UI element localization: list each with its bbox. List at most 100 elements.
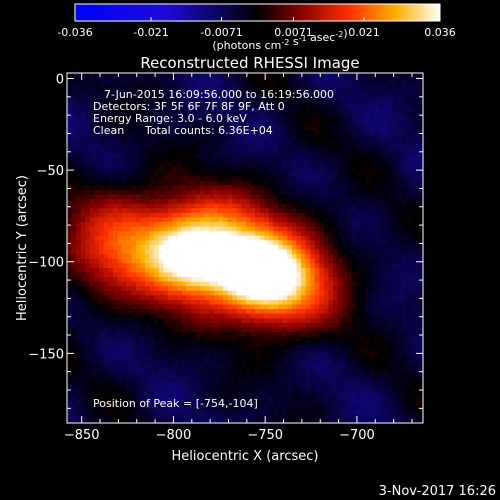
heatmap-cell xyxy=(351,226,357,232)
heatmap-cell xyxy=(71,418,77,423)
heatmap-cell xyxy=(273,322,279,328)
heatmap-cell xyxy=(209,276,215,282)
heatmap-cell xyxy=(333,349,339,355)
heatmap-cell xyxy=(250,83,256,90)
heatmap-cell xyxy=(245,198,252,204)
heatmap-cell xyxy=(333,404,339,410)
heatmap-cell xyxy=(89,230,96,236)
heatmap-cell xyxy=(250,134,256,140)
heatmap-cell xyxy=(71,363,77,369)
heatmap-cell xyxy=(328,271,334,277)
heatmap-cell xyxy=(186,93,192,99)
heatmap-cell xyxy=(273,138,279,145)
colorbar-tick-label: -0.0071 xyxy=(200,26,242,39)
heatmap-cell xyxy=(144,258,151,264)
heatmap-cell xyxy=(351,106,357,113)
heatmap-cell xyxy=(342,239,348,245)
heatmap-cell xyxy=(94,111,100,117)
heatmap-cell xyxy=(80,409,86,415)
heatmap-cell xyxy=(255,313,261,319)
heatmap-cell xyxy=(103,184,109,190)
heatmap-cell xyxy=(177,148,183,154)
heatmap-cell xyxy=(259,184,265,190)
heatmap-cell xyxy=(190,276,197,282)
heatmap-cell xyxy=(200,404,206,410)
heatmap-cell xyxy=(204,175,210,181)
heatmap-cell xyxy=(131,230,137,236)
heatmap-cell xyxy=(323,345,330,351)
heatmap-cell xyxy=(296,171,302,177)
heatmap-cell xyxy=(264,267,270,273)
heatmap-cell xyxy=(300,73,307,76)
heatmap-cell xyxy=(140,74,146,81)
heatmap-cell xyxy=(222,111,229,117)
heatmap-cell xyxy=(71,198,77,204)
heatmap-cell xyxy=(245,120,252,126)
heatmap-cell xyxy=(310,88,316,94)
heatmap-cell xyxy=(291,134,297,140)
heatmap-cell xyxy=(99,404,105,410)
heatmap-cell xyxy=(126,106,132,113)
heatmap-cell xyxy=(131,207,137,213)
heatmap-cell xyxy=(126,143,132,149)
heatmap-cell xyxy=(319,363,325,369)
heatmap-cell xyxy=(278,116,284,122)
heatmap-cell xyxy=(268,106,275,113)
heatmap-cell xyxy=(328,409,334,415)
heatmap-cell xyxy=(300,74,307,81)
heatmap-cell xyxy=(342,102,348,108)
heatmap-cell xyxy=(177,74,183,81)
heatmap-cell xyxy=(181,134,187,140)
heatmap-cell xyxy=(222,239,229,245)
heatmap-cell xyxy=(126,193,132,200)
heatmap-cell xyxy=(314,106,320,113)
heatmap-cell xyxy=(268,143,275,149)
heatmap-cell xyxy=(314,381,320,387)
heatmap-cell xyxy=(144,157,151,163)
heatmap-cell xyxy=(218,216,224,223)
heatmap-cell xyxy=(346,74,353,81)
heatmap-cell xyxy=(112,134,119,140)
heatmap-cell xyxy=(282,258,288,264)
heatmap-cell xyxy=(236,207,242,213)
heatmap-cell xyxy=(167,280,174,287)
heatmap-cell xyxy=(163,400,169,406)
heatmap-cell xyxy=(300,313,307,319)
heatmap-cell xyxy=(126,299,132,305)
heatmap-cell xyxy=(337,230,343,236)
heatmap-cell xyxy=(181,106,187,113)
heatmap-cell xyxy=(200,230,206,236)
heatmap-cell xyxy=(241,216,247,223)
heatmap-cell xyxy=(337,308,343,314)
heatmap-cell xyxy=(108,175,114,181)
heatmap-cell xyxy=(80,125,86,131)
heatmap-cell xyxy=(273,262,279,268)
heatmap-cell xyxy=(108,303,114,310)
heatmap-cell xyxy=(172,134,178,140)
heatmap-cell xyxy=(250,285,256,291)
heatmap-cell xyxy=(154,221,160,227)
heatmap-cell xyxy=(236,88,242,94)
heatmap-cell xyxy=(268,372,275,378)
heatmap-cell xyxy=(232,97,238,103)
heatmap-cell xyxy=(195,212,201,218)
heatmap-cell xyxy=(177,335,183,342)
heatmap-cell xyxy=(163,138,169,145)
heatmap-cell xyxy=(190,377,197,383)
heatmap-cell xyxy=(218,239,224,245)
heatmap-cell xyxy=(158,299,164,305)
heatmap-cell xyxy=(300,79,307,85)
heatmap-cell xyxy=(190,340,197,346)
heatmap-cell xyxy=(103,276,109,282)
heatmap-cell xyxy=(158,212,164,218)
heatmap-cell xyxy=(80,134,86,140)
heatmap-cell xyxy=(310,381,316,387)
heatmap-cell xyxy=(99,285,105,291)
heatmap-cell xyxy=(94,404,100,410)
heatmap-cell xyxy=(305,102,311,108)
heatmap-cell xyxy=(278,340,284,346)
heatmap-cell xyxy=(255,175,261,181)
heatmap-cell xyxy=(300,180,307,186)
heatmap-cell xyxy=(154,262,160,268)
heatmap-cell xyxy=(218,198,224,204)
